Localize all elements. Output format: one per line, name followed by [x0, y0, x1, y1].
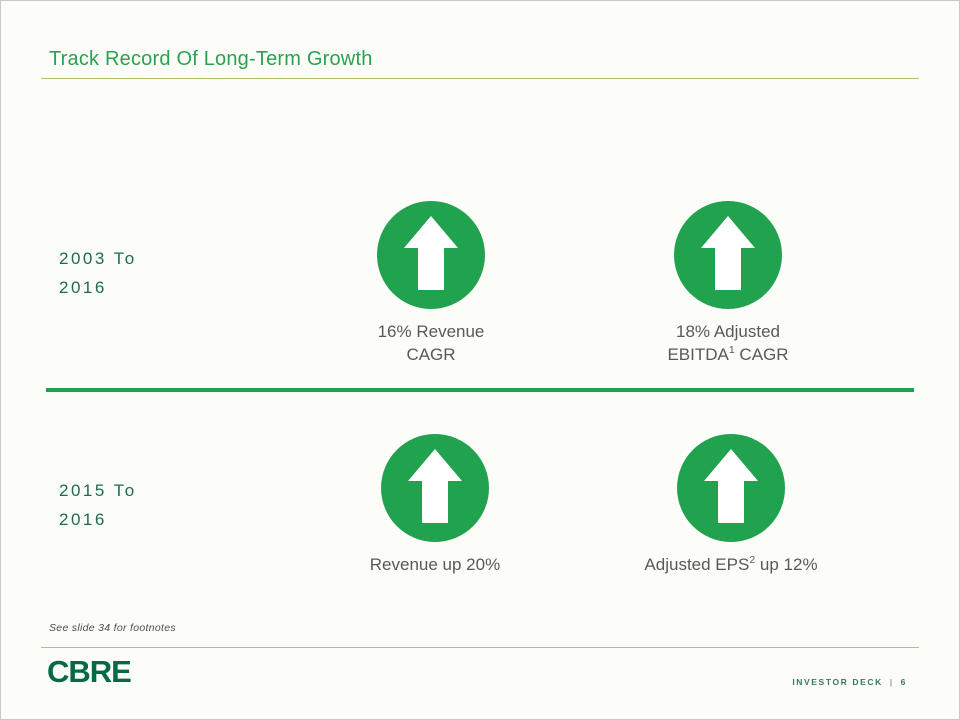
metric-ebitda-cagr: 18% Adjusted EBITDA1 CAGR	[568, 201, 888, 366]
metric-caption: Adjusted EPS2 up 12%	[644, 553, 818, 574]
up-arrow-circle-icon	[677, 434, 785, 542]
period-label-2015-2016: 2015 To 2016	[59, 476, 137, 534]
metric-eps-up: Adjusted EPS2 up 12%	[571, 434, 891, 576]
period-line: 2003 To	[59, 249, 137, 268]
period-line: 2016	[59, 278, 107, 297]
up-arrow-circle-icon	[377, 201, 485, 309]
period-line: 2015 To	[59, 481, 137, 500]
title-underline	[41, 78, 919, 79]
page-number: 6	[900, 677, 907, 687]
period-label-2003-2016: 2003 To 2016	[59, 244, 137, 302]
deck-label: INVESTOR DECK	[792, 677, 883, 687]
metric-caption: Revenue up 20%	[369, 555, 501, 574]
section-divider	[46, 388, 914, 392]
up-arrow-circle-icon	[674, 201, 782, 309]
page-title: Track Record Of Long-Term Growth	[49, 48, 373, 70]
footer-page-info: INVESTOR DECK | 6	[792, 677, 907, 687]
up-arrow-circle-icon	[381, 434, 489, 542]
cbre-logo: CBRE	[47, 654, 132, 689]
separator: |	[889, 677, 894, 687]
metric-revenue-up: Revenue up 20%	[275, 434, 595, 576]
footnote: See slide 34 for footnotes	[49, 622, 176, 634]
metric-caption: 16% Revenue CAGR	[377, 322, 485, 364]
period-line: 2016	[59, 510, 107, 529]
metric-revenue-cagr: 16% Revenue CAGR	[271, 201, 591, 366]
metric-caption: 18% Adjusted EBITDA1 CAGR	[667, 322, 789, 364]
footer-rule	[41, 647, 919, 648]
